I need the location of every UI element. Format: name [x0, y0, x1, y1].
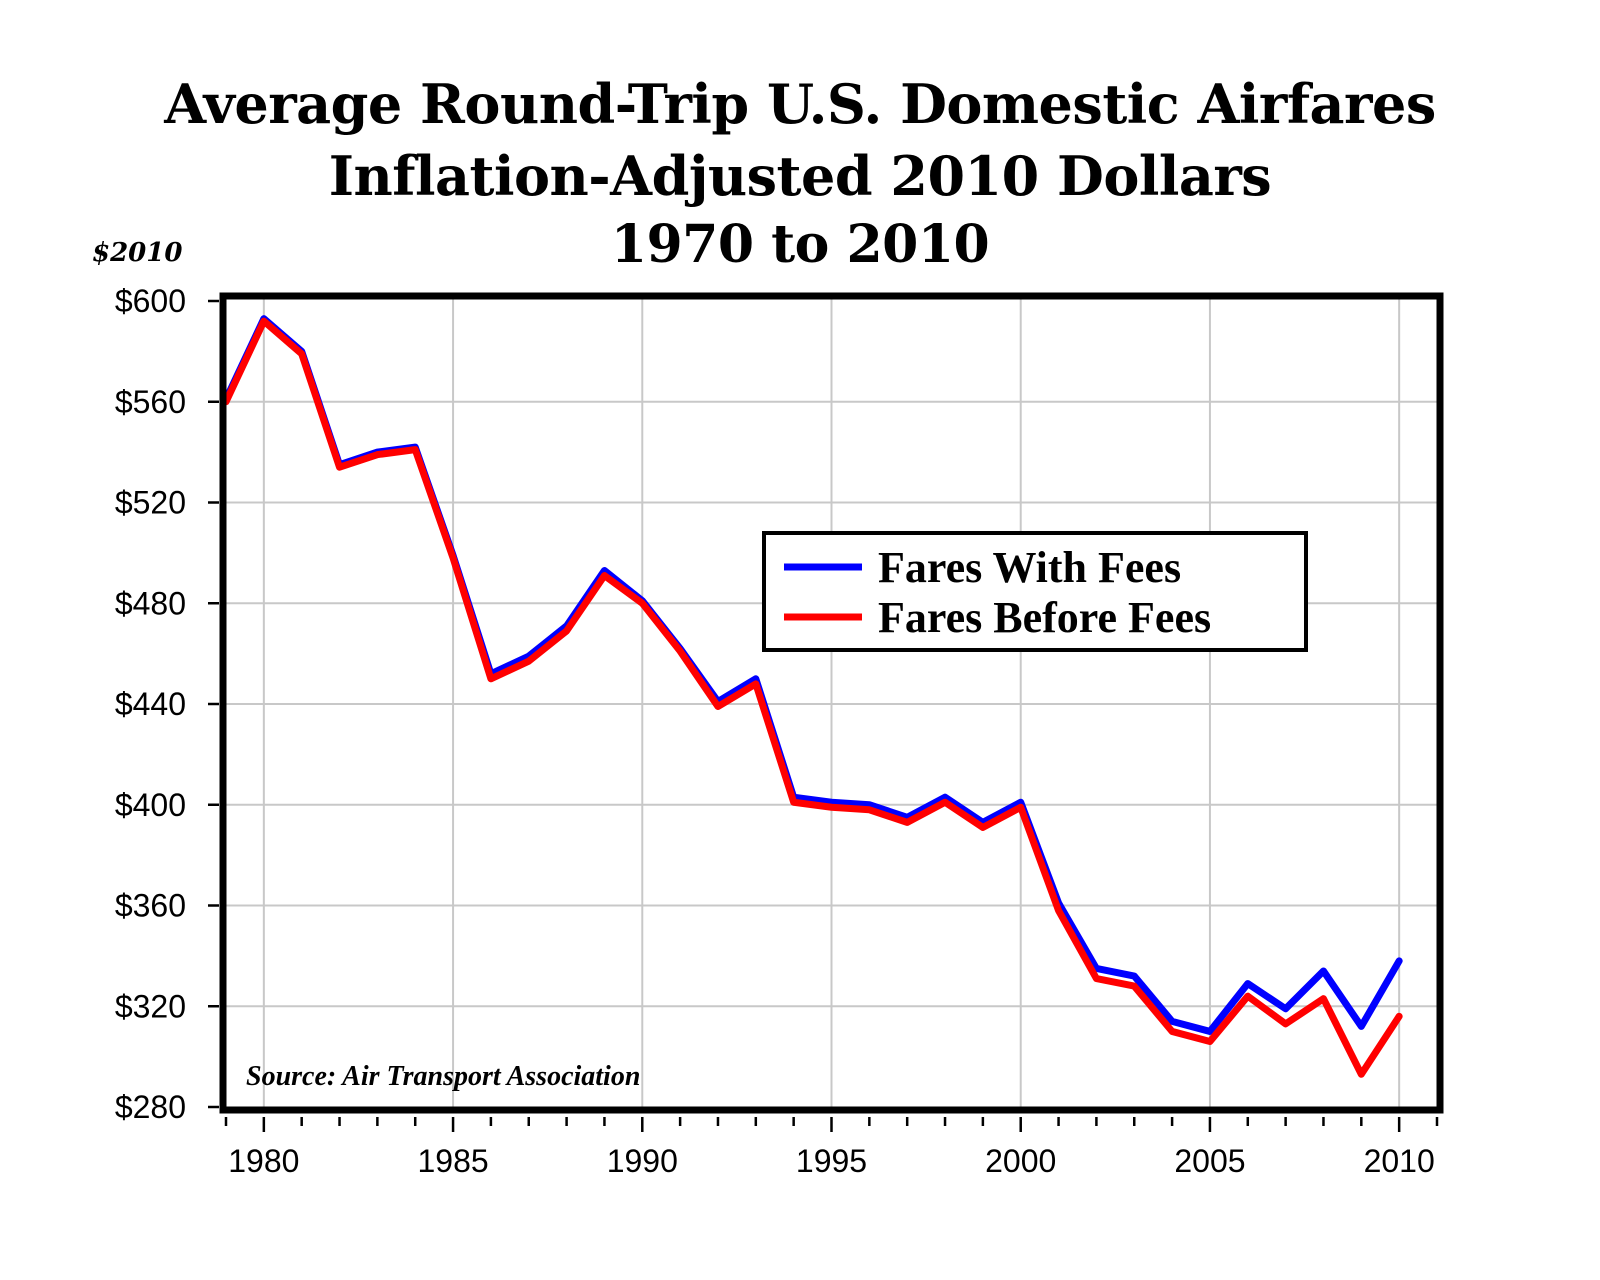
y-tick-label: $480 — [115, 585, 186, 621]
chart-title: Average Round-Trip U.S. Domestic Airfare… — [164, 72, 1436, 136]
y-tick-label: $560 — [115, 384, 186, 420]
x-tick-label: 2010 — [1364, 1143, 1435, 1179]
plot-frame — [219, 292, 1444, 1114]
y-axis: $280 $320 $360 $400 $440 $480 $520 $560 $600 — [115, 283, 219, 1125]
y-tick-label: $360 — [115, 888, 186, 924]
gridlines — [226, 299, 1437, 1107]
y-tick-label: $280 — [115, 1089, 186, 1125]
y-axis-unit-label: $2010 — [92, 238, 183, 268]
x-tick-label: 1990 — [607, 1143, 678, 1179]
legend-label-before-fees: Fares Before Fees — [878, 593, 1211, 642]
x-axis: 1980 1985 1990 1995 2000 2005 2010 — [224, 1117, 1439, 1179]
x-tick-label: 2005 — [1174, 1143, 1245, 1179]
chart-subtitle: Inflation-Adjusted 2010 Dollars — [328, 144, 1272, 208]
y-tick-label: $600 — [115, 283, 186, 319]
series-line-fares-before-fees — [226, 317, 1403, 1078]
legend-box — [762, 531, 1308, 652]
y-tick-label: $400 — [115, 787, 186, 823]
legend-label-with-fees: Fares With Fees — [878, 543, 1181, 592]
legend: Fares With Fees Fares Before Fees — [762, 531, 1308, 652]
x-tick-label: 2000 — [985, 1143, 1056, 1179]
source-note: Source: Air Transport Association — [246, 1061, 640, 1092]
series-line-fares-with-fees — [226, 315, 1403, 1035]
y-tick-label: $440 — [115, 686, 186, 722]
chart-subtitle-years: 1970 to 2010 — [610, 214, 990, 275]
series-lines — [226, 315, 1403, 1078]
x-tick-label: 1985 — [417, 1143, 488, 1179]
y-tick-label: $520 — [115, 485, 186, 521]
y-tick-label: $320 — [115, 988, 186, 1024]
x-tick-label: 1980 — [228, 1143, 299, 1179]
x-tick-label: 1995 — [796, 1143, 867, 1179]
